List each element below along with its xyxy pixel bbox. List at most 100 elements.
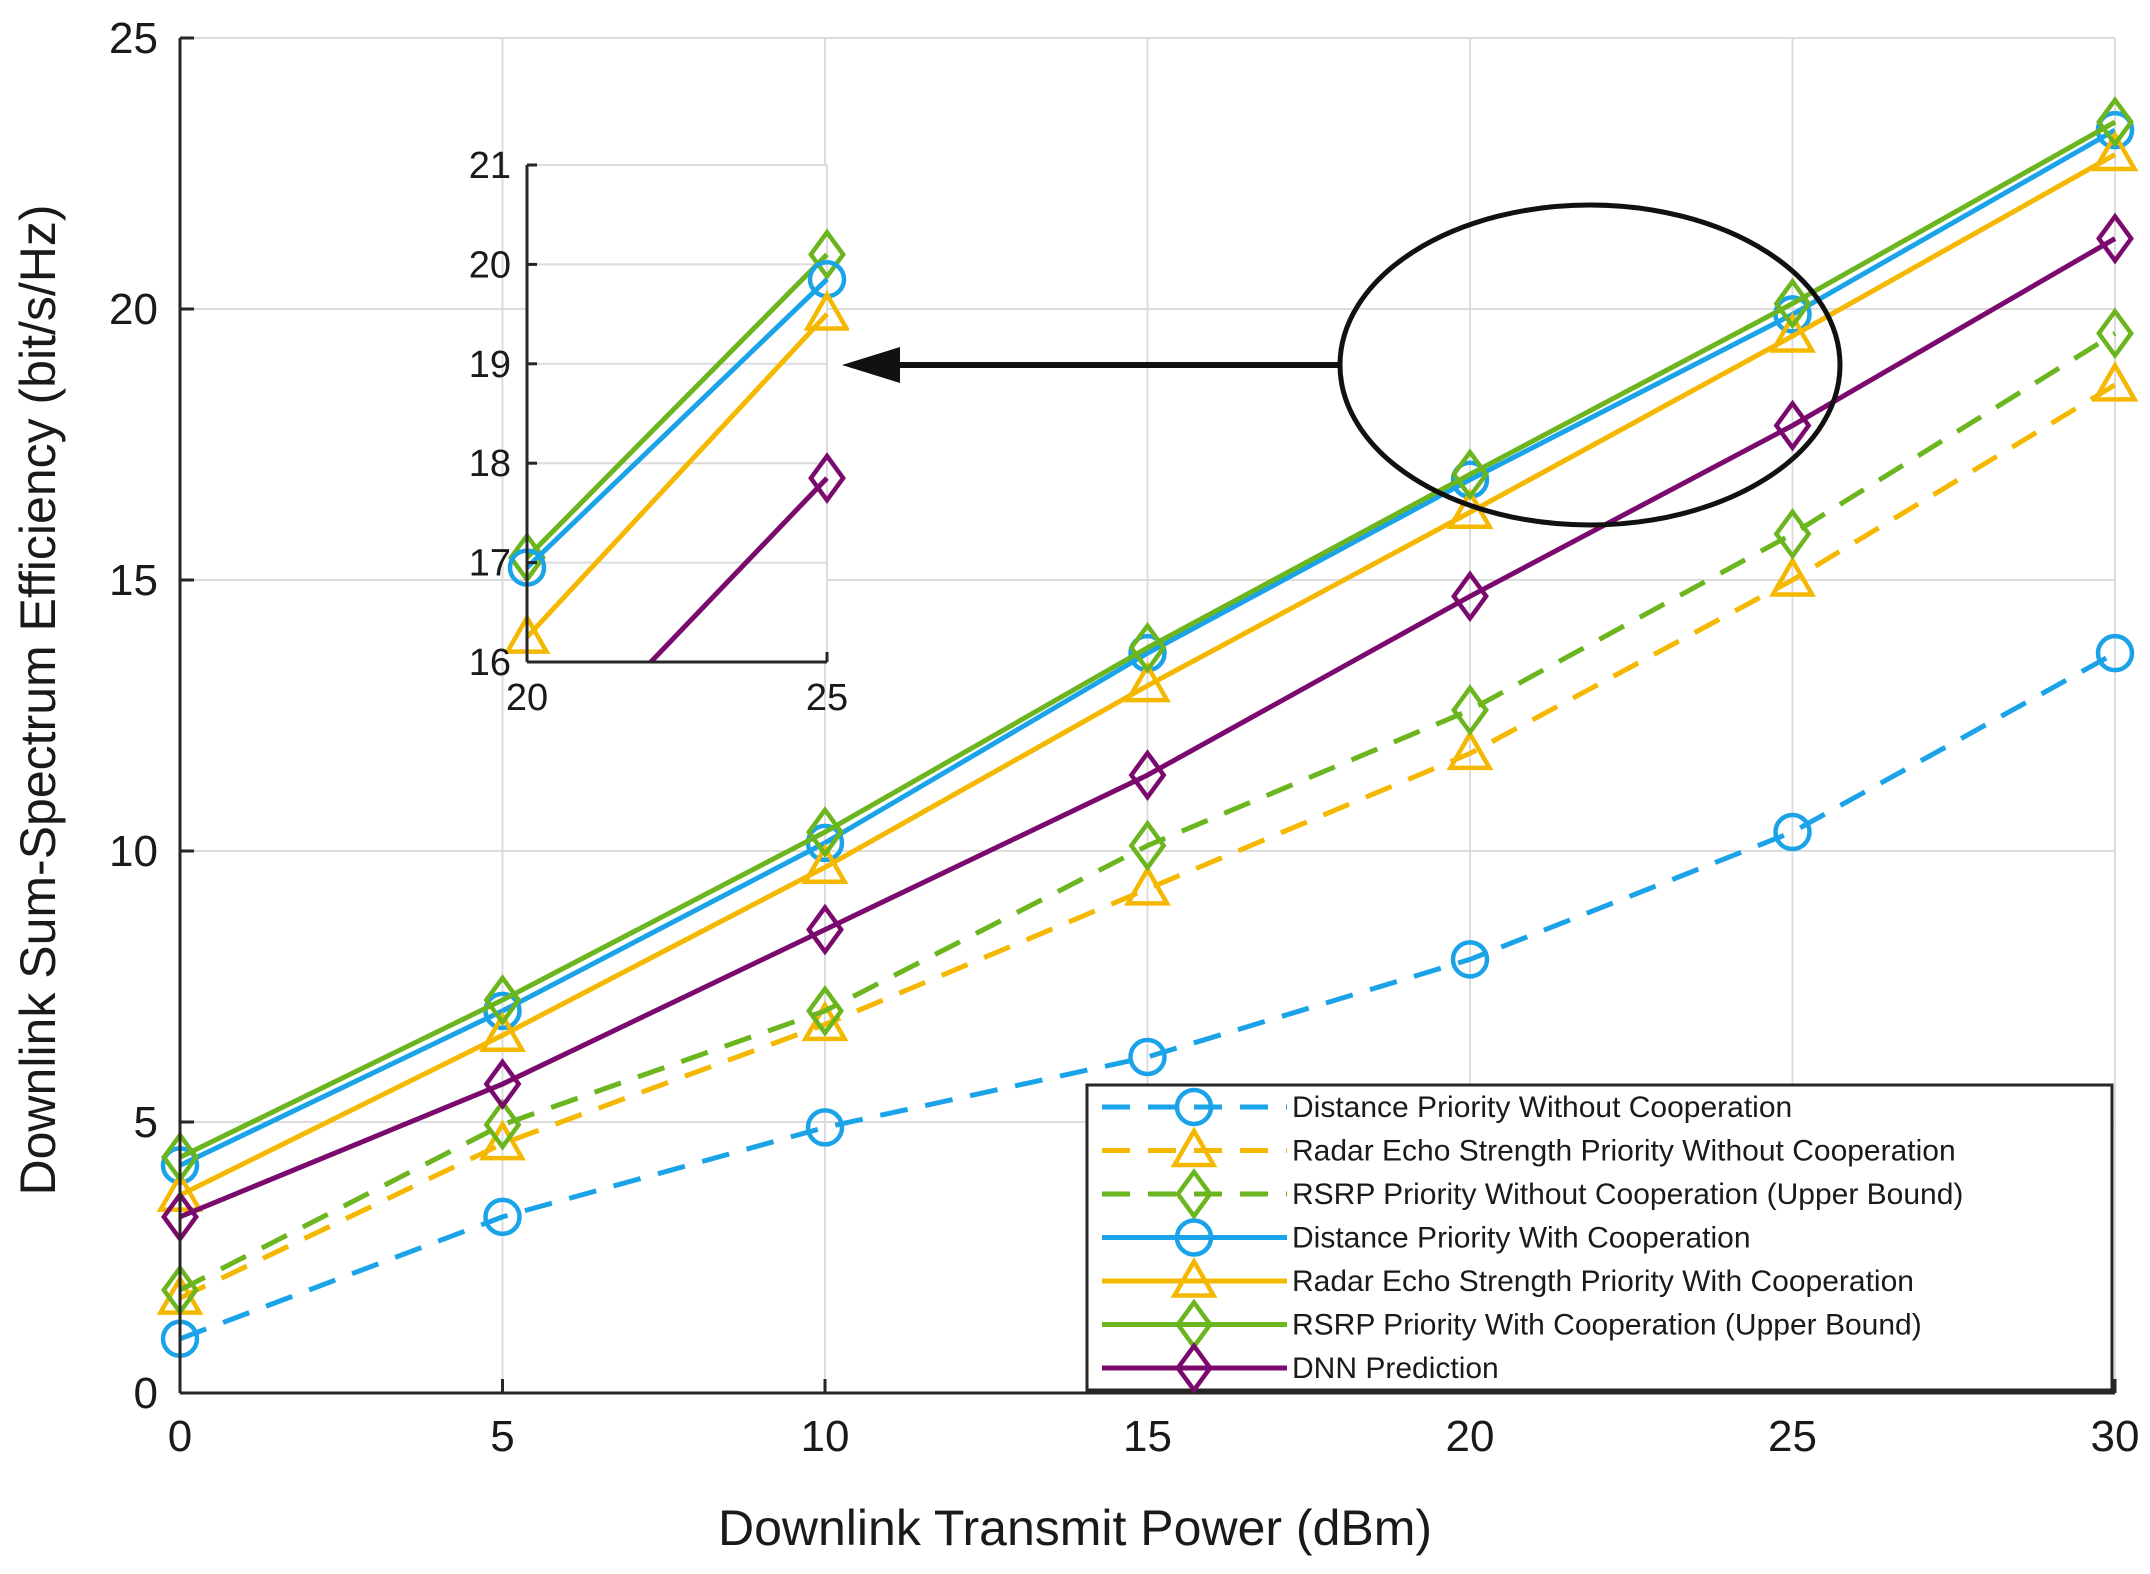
- inset-y-tick-label: 21: [469, 145, 511, 187]
- x-tick-label: 10: [801, 1412, 850, 1461]
- series-marker: [1451, 570, 1489, 623]
- inset-y-tick-label: 20: [469, 244, 511, 286]
- series-marker: [479, 1119, 526, 1161]
- inset-y-tick-label: 17: [469, 543, 511, 585]
- series-marker: [1128, 749, 1167, 802]
- inset-series-line: [647, 476, 829, 662]
- legend-marker: [1174, 1087, 1214, 1127]
- inset-y-tick-label: 16: [469, 642, 511, 684]
- series-marker: [1124, 661, 1171, 703]
- main-tick-labels: 0 5 10 15 20 25 30 0 5 10 15 20 25: [109, 14, 2139, 1461]
- legend-label: Distance Priority Without Cooperation: [1292, 1091, 1792, 1124]
- legend-entry-0: Distance Priority Without Cooperation: [1102, 1087, 1792, 1127]
- series-marker: [2096, 307, 2134, 360]
- legend-label: Distance Priority With Cooperation: [1292, 1222, 1751, 1255]
- series-marker: [806, 903, 844, 956]
- inset-background: [527, 165, 827, 662]
- legend-entry-3: Distance Priority With Cooperation: [1102, 1218, 1751, 1257]
- inset-series-3: [647, 452, 846, 662]
- series-marker: [805, 1108, 845, 1147]
- legend-entry-6: DNN Prediction: [1102, 1342, 1499, 1394]
- y-tick-label: 25: [109, 14, 158, 63]
- series-marker: [1446, 729, 1494, 771]
- inset-series-line: [525, 312, 829, 639]
- series-marker: [1769, 312, 1816, 353]
- x-tick-label: 0: [168, 1412, 192, 1461]
- series-line: [178, 152, 2117, 1198]
- inset-series-line: [525, 277, 829, 570]
- series-marker: [806, 806, 844, 858]
- legend-label: Radar Echo Strength Priority With Cooper…: [1292, 1265, 1914, 1298]
- legend-marker: [1175, 1342, 1213, 1394]
- series-line: [178, 331, 2117, 1293]
- main-series: [156, 96, 2139, 1359]
- y-tick-label: 10: [109, 827, 158, 876]
- series-2: [161, 307, 2134, 1316]
- x-axis-label: Downlink Transmit Power (dBm): [718, 1500, 1432, 1556]
- x-tick-label: 25: [1768, 1412, 1817, 1461]
- inset-x-tick-label: 25: [806, 677, 848, 719]
- series-marker: [479, 1011, 526, 1052]
- legend-marker: [1174, 1218, 1214, 1257]
- series-marker: [483, 1058, 522, 1110]
- series-marker: [483, 1197, 522, 1237]
- series-line: [179, 650, 2117, 1342]
- series-marker: [1451, 684, 1489, 736]
- x-tick-label: 30: [2091, 1412, 2140, 1461]
- main-axes: [178, 36, 2117, 1395]
- series-marker: [1451, 448, 1489, 501]
- inset-series-marker: [808, 228, 846, 281]
- series-marker: [2095, 633, 2135, 673]
- series-marker: [1773, 508, 1812, 560]
- series-marker: [2091, 360, 2139, 402]
- series-marker: [806, 984, 844, 1037]
- series-marker: [1773, 812, 1812, 852]
- series-marker: [1128, 819, 1167, 872]
- x-tick-label: 15: [1123, 1412, 1172, 1461]
- y-tick-label: 0: [134, 1369, 158, 1418]
- inset-y-tick-label: 18: [469, 443, 511, 485]
- series-line: [179, 236, 2117, 1220]
- series-line: [178, 119, 2117, 1160]
- series-marker: [2096, 212, 2134, 265]
- legend-entry-1: Radar Echo Strength Priority Without Coo…: [1102, 1126, 1956, 1168]
- zoom-arrow-head: [842, 347, 900, 383]
- legend-label: Radar Echo Strength Priority Without Coo…: [1292, 1135, 1956, 1168]
- legend-marker: [1170, 1256, 1218, 1298]
- y-tick-label: 20: [109, 285, 158, 334]
- inset-y-tick-label: 19: [469, 344, 511, 386]
- series-marker: [483, 974, 522, 1026]
- series-marker: [1769, 555, 1816, 597]
- y-tick-label: 5: [134, 1098, 158, 1147]
- series-marker: [1773, 277, 1812, 330]
- y-axis-label: Downlink Sum-Spectrum Efficiency (bit/s/…: [10, 204, 66, 1195]
- series-marker: [1773, 399, 1812, 452]
- series-marker: [2096, 96, 2134, 148]
- inset-x-tick-label: 20: [506, 677, 548, 719]
- legend-entry-4: Radar Echo Strength Priority With Cooper…: [1102, 1256, 1914, 1298]
- legend-entry-5: RSRP Priority With Cooperation (Upper Bo…: [1102, 1298, 1922, 1351]
- series-marker: [801, 843, 849, 884]
- series-marker: [1124, 864, 1171, 906]
- series-marker: [1128, 621, 1167, 674]
- series-marker: [483, 1098, 522, 1151]
- zoom-annotation: [842, 202, 1843, 528]
- x-tick-label: 5: [490, 1412, 514, 1461]
- series-marker: [1128, 1037, 1167, 1077]
- legend-marker: [1175, 1168, 1213, 1220]
- legend-label: RSRP Priority With Cooperation (Upper Bo…: [1292, 1309, 1922, 1342]
- x-tick-label: 20: [1446, 1412, 1495, 1461]
- inset-series-line: [525, 252, 829, 560]
- inset-zoom-panel: 20 25 16 17 18 19 20 21: [469, 145, 849, 719]
- inset-series-marker: [803, 290, 849, 331]
- series-marker: [2091, 130, 2139, 172]
- legend-label: RSRP Priority Without Cooperation (Upper…: [1292, 1178, 1963, 1211]
- series-marker: [1450, 940, 1490, 979]
- legend-marker: [1170, 1126, 1218, 1168]
- legend: Distance Priority Without Cooperation Rad…: [1085, 1083, 2114, 1394]
- series-line: [178, 382, 2117, 1301]
- inset-series-marker: [808, 452, 846, 505]
- legend-label: DNN Prediction: [1292, 1352, 1499, 1385]
- legend-entry-2: RSRP Priority Without Cooperation (Upper…: [1102, 1168, 1963, 1220]
